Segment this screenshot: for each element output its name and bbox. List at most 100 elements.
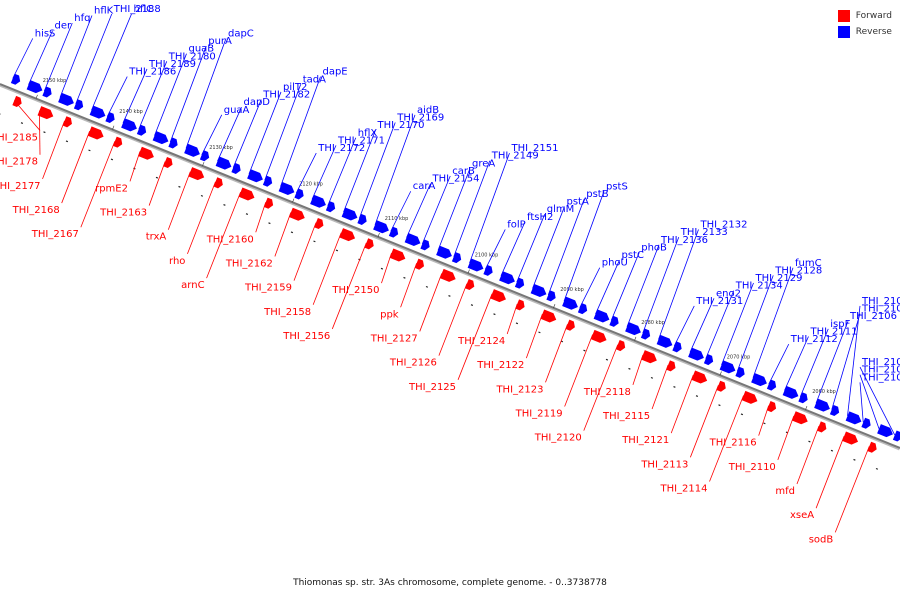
gene-label-thi-2171: THI_2171 bbox=[337, 135, 385, 146]
gene-leader bbox=[343, 129, 376, 213]
gene-label-thi-2156: THI_2156 bbox=[282, 331, 330, 342]
gene-leader bbox=[579, 267, 601, 308]
tick-mark bbox=[553, 304, 556, 308]
gene-leader bbox=[484, 229, 506, 270]
gene-label-hiss: hisS bbox=[35, 28, 56, 39]
feature-dash bbox=[695, 395, 699, 398]
gene-arrow bbox=[215, 156, 232, 170]
gene-shape bbox=[703, 354, 714, 366]
gene-label-thi-2177: THI_2177 bbox=[0, 181, 41, 192]
gene-label-pstc: pstC bbox=[621, 250, 643, 261]
gene-label-pstb: pstB bbox=[586, 189, 608, 200]
gene-leader bbox=[768, 343, 790, 385]
gene-shape bbox=[112, 136, 123, 148]
gene-label-thi-2180: THI_2180 bbox=[168, 51, 216, 62]
gene-arrow bbox=[515, 299, 525, 311]
gene-leader bbox=[506, 303, 518, 335]
gene-shape bbox=[782, 385, 799, 399]
gene-arrow bbox=[716, 380, 726, 392]
gene-shape bbox=[791, 411, 808, 425]
gene-arrow bbox=[168, 137, 178, 149]
gene-leader bbox=[255, 202, 267, 233]
gene-arrow bbox=[10, 73, 21, 85]
gene-label-hfq: hfq bbox=[74, 13, 90, 24]
gene-label-guaa: guaA bbox=[224, 105, 250, 116]
gene-label-thi-2186: THI_2186 bbox=[128, 67, 176, 78]
gene-leader bbox=[201, 114, 223, 155]
gene-leader bbox=[709, 395, 744, 482]
gene-leader bbox=[469, 152, 510, 264]
gene-shape bbox=[817, 421, 827, 433]
gene-leader bbox=[457, 293, 493, 380]
gene-shape bbox=[121, 118, 137, 132]
gene-shape bbox=[339, 228, 356, 242]
gene-label-sodb: sodB bbox=[809, 534, 834, 545]
gene-label-thi-2136: THI_2136 bbox=[660, 235, 708, 246]
gene-label-thi-2182: THI_2182 bbox=[262, 90, 310, 101]
feature-dash bbox=[425, 285, 429, 288]
tick-label: 2120 kbp bbox=[299, 182, 323, 188]
feature-dash bbox=[43, 131, 46, 134]
gene-label-thi-2160: THI_2160 bbox=[206, 234, 254, 245]
gene-leader bbox=[185, 38, 227, 149]
tick-mark bbox=[719, 371, 722, 376]
tick-mark bbox=[112, 125, 115, 130]
gene-arrow bbox=[691, 370, 708, 384]
legend-reverse-label: Reverse bbox=[855, 27, 892, 37]
gene-arrow bbox=[565, 319, 575, 331]
gene-leader bbox=[799, 328, 829, 398]
gene-label-thi-2132: THI_2132 bbox=[699, 220, 747, 231]
gene-arrow bbox=[829, 404, 840, 417]
gene-leader bbox=[547, 198, 585, 296]
gene-leader bbox=[406, 183, 431, 238]
gene-arrow bbox=[465, 278, 475, 291]
feature-dash bbox=[268, 222, 271, 225]
gene-label-thi-2104: THI_2104 bbox=[861, 296, 900, 307]
gene-shape bbox=[540, 309, 557, 323]
gene-arrow bbox=[609, 315, 619, 327]
gene-leader bbox=[167, 171, 191, 230]
gene-leader bbox=[331, 242, 367, 330]
gene-label-thi-2100: THI_2100 bbox=[861, 357, 900, 368]
gene-leader bbox=[777, 415, 795, 460]
gene-label-cara: carA bbox=[413, 181, 436, 192]
gene-leader bbox=[736, 275, 774, 372]
feature-dash bbox=[673, 386, 676, 388]
gene-shape bbox=[263, 197, 274, 209]
gene-arrow bbox=[741, 390, 758, 404]
gene-shape bbox=[168, 137, 178, 149]
strand-legend: Forward Reverse bbox=[837, 8, 892, 40]
gene-shape bbox=[73, 99, 84, 111]
gene-leader bbox=[327, 137, 357, 206]
gene-arrow bbox=[184, 143, 200, 157]
feature-dash bbox=[538, 331, 541, 334]
gene-shape bbox=[388, 226, 399, 238]
tick-mark bbox=[634, 336, 637, 341]
gene-label-thi-2106: THI_2106 bbox=[849, 311, 897, 322]
map-caption: Thiomonas sp. str. 3As chromosome, compl… bbox=[293, 578, 607, 588]
gene-leader bbox=[545, 324, 568, 383]
gene-arrow bbox=[640, 328, 651, 340]
feature-dash bbox=[650, 376, 654, 379]
gene-label-thi-2189: THI_2189 bbox=[148, 59, 196, 70]
gene-arrow bbox=[766, 401, 777, 413]
gene-arrow bbox=[867, 441, 877, 453]
gene-leader bbox=[438, 283, 468, 356]
gene-arrow bbox=[163, 156, 173, 169]
gene-leader bbox=[390, 191, 412, 232]
gene-leader bbox=[815, 321, 849, 404]
gene-label-tada: tadA bbox=[303, 74, 326, 85]
gene-leader bbox=[61, 130, 91, 204]
gene-arrow bbox=[562, 296, 578, 310]
gene-leader bbox=[13, 100, 41, 131]
gene-arrow bbox=[42, 86, 52, 98]
gene-shape bbox=[530, 283, 547, 297]
gene-label-thi-2163: THI_2163 bbox=[99, 208, 147, 219]
gene-label-thi-2151: THI_2151 bbox=[510, 143, 558, 154]
feature-dash bbox=[155, 176, 159, 179]
gene-leader bbox=[610, 252, 640, 321]
gene-label-thi-2114: THI_2114 bbox=[659, 483, 707, 494]
gene-shape bbox=[62, 116, 72, 128]
gene-label-thi-2108: THI_2108 bbox=[861, 372, 900, 383]
